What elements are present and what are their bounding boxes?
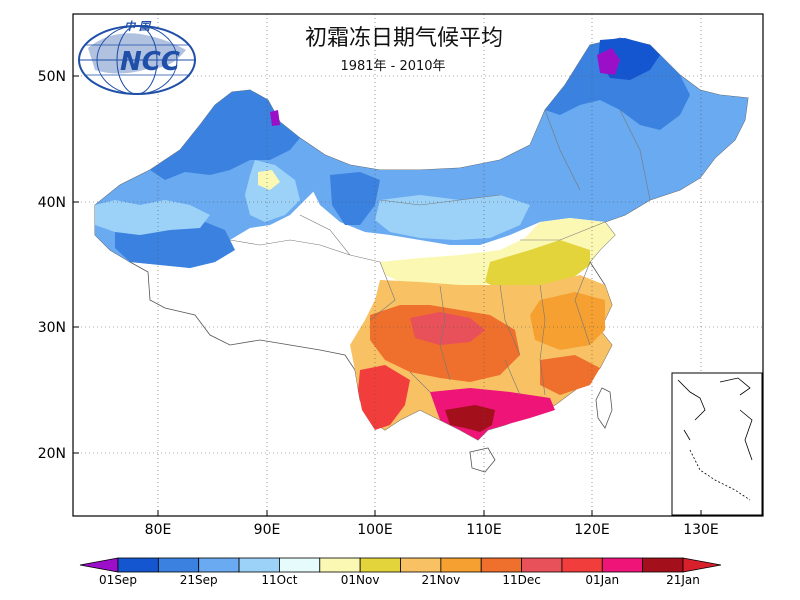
hainan-island	[469, 447, 496, 473]
x-tick-label: 100E	[357, 522, 393, 538]
plot-frame	[72, 13, 764, 517]
x-tick-label: 90E	[254, 522, 281, 538]
colorbar-label: 11Oct	[261, 573, 297, 587]
colorbar-swatch	[157, 557, 200, 573]
region-east-orange	[530, 292, 605, 350]
colorbar-swatch	[117, 557, 159, 573]
colorbar-label: 01Sep	[99, 573, 137, 587]
region-xinjiang-warm	[258, 170, 280, 190]
ncc-logo: NCC 中 国	[78, 20, 196, 95]
colorbar-swatch	[521, 557, 563, 573]
region-northeast-purple	[597, 48, 620, 75]
colorbar-label: 11Dec	[502, 573, 541, 587]
colorbar-label: 21Nov	[422, 573, 461, 587]
y-tick-label: 40N	[38, 195, 66, 211]
region-xinjiang-purple	[270, 110, 280, 126]
logo-top-text: 中 国	[124, 20, 152, 33]
map-layer	[73, 14, 763, 516]
colorbar-label: 21Sep	[180, 573, 218, 587]
x-tick-label: 120E	[574, 522, 610, 538]
colorbar-right-arrow	[682, 557, 722, 573]
colorbar-label: 01Jan	[585, 573, 619, 587]
colorbar-swatch	[359, 557, 401, 573]
region-southeast-red	[540, 355, 600, 395]
axis-ticks	[73, 75, 702, 516]
colorbar-swatch	[561, 557, 603, 573]
map-subtitle: 1981年 - 2010年	[340, 59, 445, 74]
y-tick-label: 20N	[38, 446, 66, 462]
y-tick-label: 50N	[38, 69, 66, 85]
colorbar: 01Sep 21Sep 11Oct 01Nov 21Nov 11Dec 01Jan 21Jan	[79, 557, 722, 587]
colorbar-swatch	[279, 557, 321, 573]
colorbar-swatch	[400, 557, 442, 573]
region-central-yellow	[485, 240, 590, 292]
colorbar-swatch	[480, 557, 522, 573]
logo-ncc-text: NCC	[120, 47, 180, 77]
region-xinjiang-mid	[95, 200, 210, 235]
x-tick-label: 80E	[145, 522, 172, 538]
colorbar-label: 01Nov	[341, 573, 380, 587]
colorbar-swatch	[198, 557, 240, 573]
south-china-sea-inset	[671, 372, 763, 516]
taiwan-island	[595, 387, 613, 429]
region-north-light	[375, 195, 530, 240]
colorbar-swatch	[319, 557, 361, 573]
colorbar-label: 21Jan	[666, 573, 700, 587]
map-title: 初霜冻日期气候平均	[305, 26, 503, 51]
region-xinjiang-deep	[150, 90, 300, 180]
colorbar-swatch	[238, 557, 280, 573]
colorbar-swatch	[440, 557, 482, 573]
region-yunnan-red	[358, 365, 410, 430]
region-sichuan-core	[410, 312, 485, 345]
region-south-darkred	[445, 405, 495, 432]
x-tick-label: 110E	[466, 522, 502, 538]
colorbar-left-arrow	[79, 557, 119, 573]
region-inner-mongolia-deep	[330, 172, 380, 225]
gridlines	[73, 14, 763, 516]
colorbar-swatch	[642, 557, 684, 573]
y-tick-label: 30N	[38, 320, 66, 336]
province-borders	[229, 109, 651, 396]
colorbar-swatch	[601, 557, 644, 573]
x-tick-label: 130E	[683, 522, 719, 538]
